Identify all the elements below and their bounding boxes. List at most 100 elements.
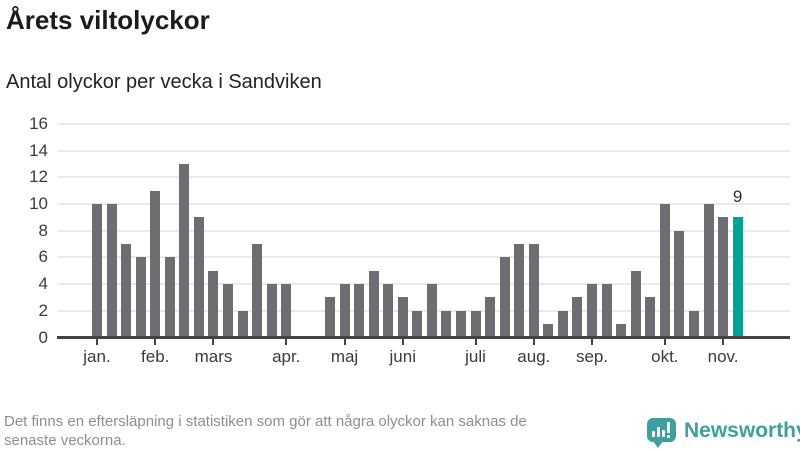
page-title: Årets viltolyckor — [6, 5, 210, 35]
logo-bar-icon — [662, 430, 665, 437]
y-gridline — [57, 256, 790, 259]
bar-week — [164, 257, 175, 338]
x-axis-tick — [663, 339, 666, 345]
x-axis-tick — [285, 339, 288, 345]
y-axis-tick-label: 14 — [29, 140, 48, 160]
logo-exclamation-dot-icon — [667, 435, 670, 438]
x-axis-month-label: maj — [330, 346, 359, 366]
x-axis-month-label: sep. — [575, 346, 609, 366]
y-gridline — [57, 176, 790, 179]
bar-week — [324, 297, 335, 338]
y-gridline — [57, 149, 790, 152]
logo-exclamation-icon — [667, 422, 670, 433]
y-axis-tick-label: 6 — [38, 247, 48, 267]
footnote: Det finns en eftersläpning i statistiken… — [4, 412, 527, 450]
x-axis-month-label: aug. — [517, 346, 551, 366]
bar-week — [426, 284, 437, 338]
bar-week — [470, 310, 481, 338]
y-axis-tick-label: 4 — [38, 274, 48, 294]
footnote-line: senaste veckorna. — [4, 432, 126, 449]
bar-week — [659, 204, 670, 338]
x-axis-tick — [343, 339, 346, 345]
x-axis-month-label: feb. — [141, 346, 170, 366]
bar-week — [121, 244, 132, 338]
bar-week — [339, 284, 350, 338]
bar-week — [179, 163, 190, 338]
logo-chart-bubble-icon — [647, 418, 676, 442]
bar-week — [601, 284, 612, 338]
bar-week — [397, 297, 408, 338]
bar-week — [193, 217, 204, 338]
bar-highlighted-week — [732, 217, 743, 338]
bar-week — [135, 257, 146, 338]
bar-week — [587, 284, 598, 338]
x-axis-tick — [401, 339, 404, 345]
y-gridline — [57, 309, 790, 312]
bar-week — [208, 270, 219, 338]
x-axis-tick — [474, 339, 477, 345]
x-axis-tick — [96, 339, 98, 345]
x-axis-month-label: juli — [465, 346, 486, 366]
x-axis-tick — [591, 339, 594, 345]
bar-week — [718, 217, 729, 338]
y-gridline — [57, 203, 790, 205]
logo-bar-icon — [657, 427, 660, 437]
x-axis-tick — [532, 339, 535, 345]
y-axis-tick-label: 10 — [29, 194, 48, 213]
x-axis-line — [57, 336, 790, 339]
bar-week — [266, 284, 277, 338]
bar-week — [688, 310, 699, 338]
bar-week — [106, 204, 117, 338]
chart-subtitle: Antal olyckor per vecka i Sandviken — [6, 71, 322, 93]
bar-week — [528, 244, 539, 338]
y-axis-tick-label: 12 — [29, 167, 48, 187]
bar-week — [252, 244, 263, 338]
bar-week — [223, 284, 234, 338]
x-axis-month-label: okt. — [651, 346, 679, 366]
y-axis-tick-label: 8 — [38, 220, 48, 240]
bar-week — [499, 257, 510, 338]
bar-week — [645, 297, 656, 338]
x-axis-month-label: mars — [194, 346, 233, 366]
bar-week — [557, 310, 568, 338]
bar-week — [485, 297, 496, 338]
x-axis-tick — [722, 339, 725, 345]
bar-week — [630, 270, 641, 338]
x-axis-month-label: juni — [389, 346, 416, 366]
y-gridline — [57, 229, 790, 232]
bar-week — [354, 284, 365, 338]
x-axis-tick — [212, 339, 215, 345]
footnote-line: Det finns en eftersläpning i statistiken… — [4, 413, 527, 430]
y-gridline — [57, 283, 790, 286]
x-axis-month-label: apr. — [272, 346, 301, 366]
bar-week — [383, 284, 394, 338]
logo-wordmark: Newsworthy — [684, 419, 800, 442]
bar-week — [514, 244, 525, 338]
highlight-value-label: 9 — [732, 187, 743, 207]
x-axis-month-label: jan. — [83, 346, 111, 366]
bar-week — [703, 204, 714, 338]
bar-week — [412, 310, 423, 338]
bar-week — [674, 230, 685, 338]
y-axis-tick-label: 0 — [38, 327, 48, 347]
logo-bubble-tail — [653, 441, 663, 448]
bar-week — [572, 297, 583, 338]
bar-week — [543, 324, 554, 338]
bar-week — [616, 324, 627, 338]
bar-week — [368, 270, 379, 338]
logo-bar-icon — [652, 431, 655, 437]
bar-week — [281, 284, 292, 338]
y-gridline — [57, 122, 790, 125]
bar-week — [237, 310, 248, 338]
bar-week — [441, 310, 452, 338]
y-axis-tick-label: 16 — [29, 113, 48, 133]
bar-week — [92, 204, 102, 338]
x-axis-month-label: nov. — [707, 346, 739, 366]
y-axis-tick-label: 2 — [38, 300, 48, 320]
newsworthy-logo: Newsworthy — [647, 417, 800, 449]
bar-week — [150, 190, 161, 338]
bar-week — [456, 310, 466, 338]
x-axis-tick — [154, 339, 157, 345]
